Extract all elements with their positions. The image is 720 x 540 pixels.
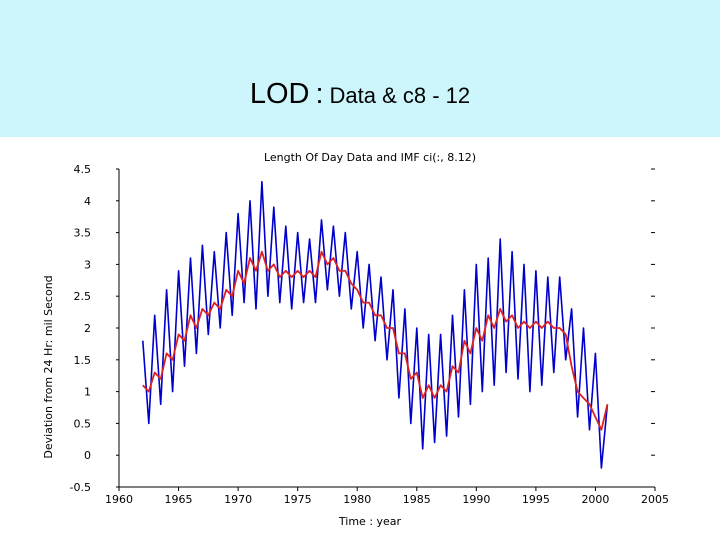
- y-tick-label: 1: [84, 386, 91, 399]
- slide-title-main: LOD: [249, 78, 310, 110]
- y-tick-label: 1.5: [74, 354, 92, 367]
- x-tick-label: 2000: [581, 493, 609, 506]
- y-tick-label: 4.5: [74, 163, 92, 176]
- x-tick-label: 1980: [343, 493, 371, 506]
- y-tick-label: 2.5: [74, 290, 92, 303]
- x-tick-label: 1965: [165, 493, 193, 506]
- x-tick-label: 1990: [462, 493, 490, 506]
- y-tick-label: 3.5: [74, 227, 92, 240]
- y-tick-label: -0.5: [70, 481, 91, 494]
- y-tick-label: 3: [84, 258, 91, 271]
- title-banner: [0, 0, 720, 137]
- x-tick-label: 1975: [284, 493, 312, 506]
- x-tick-label: 1985: [403, 493, 431, 506]
- series-imf-line: [142, 250, 609, 431]
- series-lod-data-line: [142, 180, 609, 469]
- slide-title: LOD: Data & c8 - 12: [0, 78, 720, 111]
- series-layer: [142, 180, 609, 469]
- chart-title: Length Of Day Data and IMF ci(:, 8.12): [264, 151, 476, 164]
- y-tick-label: 0.5: [74, 417, 92, 430]
- x-tick-label: 2005: [641, 493, 669, 506]
- y-axis-label: Deviation from 24 Hr: mil Second: [42, 275, 55, 458]
- slide-title-rest: Data & c8 - 12: [329, 83, 471, 108]
- ticks-layer: 1960 1965 1970 1975 1980 1985 1990 1995 2000 2005…: [70, 163, 669, 506]
- lod-chart: Length Of Day Data and IMF ci(:, 8.12) D…: [42, 151, 669, 528]
- x-tick-label: 1960: [105, 493, 133, 506]
- y-tick-label: 2: [84, 322, 91, 335]
- y-tick-label: 4: [84, 195, 91, 208]
- y-tick-label: 0: [84, 449, 91, 462]
- x-tick-label: 1995: [522, 493, 550, 506]
- x-axis-label: Time : year: [338, 515, 402, 528]
- x-tick-label: 1970: [224, 493, 252, 506]
- slide-title-separator: :: [315, 78, 324, 110]
